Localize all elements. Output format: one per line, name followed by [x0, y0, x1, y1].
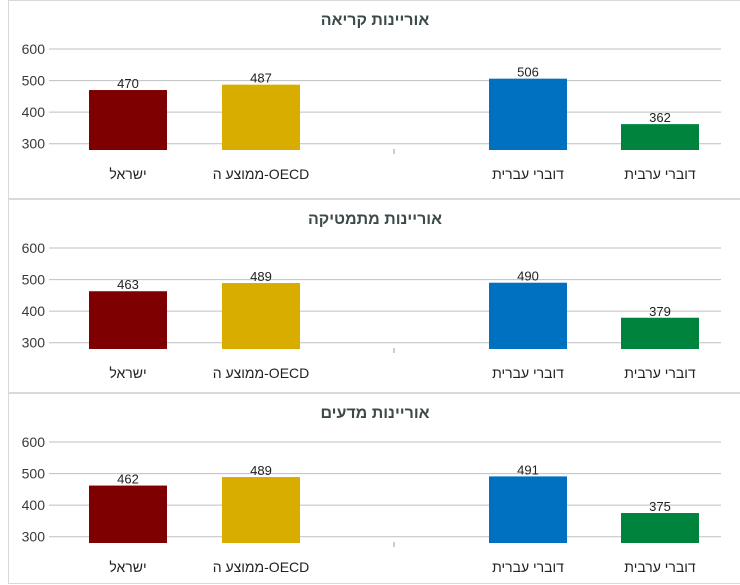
y-tick-label: 600 [22, 41, 46, 57]
data-label: 379 [649, 304, 671, 319]
data-label: 487 [250, 71, 272, 86]
bar-chart: אוריינות מתמטיקה 300 400 500 600 463 ישראל 489 מ… [22, 211, 721, 381]
y-tick-label: 300 [22, 529, 46, 545]
category-label: ישראל [109, 559, 146, 575]
bar [621, 317, 699, 349]
y-tick-label: 300 [22, 335, 46, 351]
chart-title: אוריינות קריאה [321, 12, 430, 29]
bar [89, 291, 167, 349]
data-label: 490 [517, 269, 539, 284]
category-label: ישראל [109, 166, 146, 182]
chart-title: אוריינות מתמטיקה [308, 211, 442, 228]
data-label: 362 [649, 110, 671, 125]
category-label: ממוצע ה-OECD [213, 166, 310, 182]
chart-panel: אוריינות מדעים 300 400 500 600 462 ישראל 489 ממו… [8, 393, 740, 584]
category-label: דוברי עברית [492, 559, 564, 575]
data-label: 470 [117, 76, 139, 91]
category-label: דוברי ערבית [624, 365, 696, 381]
bar [489, 282, 567, 349]
category-label: דוברי עברית [492, 166, 564, 182]
category-label: דוברי ערבית [624, 166, 696, 182]
y-tick-label: 500 [22, 272, 46, 288]
y-tick-label: 300 [22, 136, 46, 152]
y-tick-label: 600 [22, 434, 46, 450]
data-label: 506 [517, 65, 539, 80]
bar [89, 485, 167, 543]
bar [489, 78, 567, 150]
chart-title: אוריינות מדעים [320, 405, 429, 422]
category-label: דוברי ערבית [624, 559, 696, 575]
y-tick-label: 400 [22, 104, 46, 120]
bar [89, 90, 167, 150]
data-label: 462 [117, 472, 139, 487]
data-label: 491 [517, 462, 539, 477]
y-tick-label: 500 [22, 466, 46, 482]
bar [222, 84, 300, 150]
data-label: 489 [250, 463, 272, 478]
chart-panel: אוריינות קריאה 300 400 500 600 470 ישראל 487 ממו… [8, 0, 740, 199]
bar [222, 477, 300, 543]
category-label: ממוצע ה-OECD [213, 559, 310, 575]
chart-panel: אוריינות מתמטיקה 300 400 500 600 463 ישראל 489 מ… [8, 199, 740, 393]
category-label: דוברי עברית [492, 365, 564, 381]
data-label: 489 [250, 269, 272, 284]
category-label: ממוצע ה-OECD [213, 365, 310, 381]
y-tick-label: 400 [22, 303, 46, 319]
category-label: ישראל [109, 365, 146, 381]
bar [621, 513, 699, 543]
bar-chart: אוריינות קריאה 300 400 500 600 470 ישראל 487 ממו… [22, 12, 721, 182]
data-label: 375 [649, 499, 671, 514]
bar [621, 124, 699, 150]
bar [489, 476, 567, 543]
y-tick-label: 500 [22, 73, 46, 89]
y-tick-label: 400 [22, 497, 46, 513]
y-tick-label: 600 [22, 240, 46, 256]
data-label: 463 [117, 277, 139, 292]
bar [222, 283, 300, 349]
bar-chart: אוריינות מדעים 300 400 500 600 462 ישראל 489 ממו… [22, 405, 721, 575]
